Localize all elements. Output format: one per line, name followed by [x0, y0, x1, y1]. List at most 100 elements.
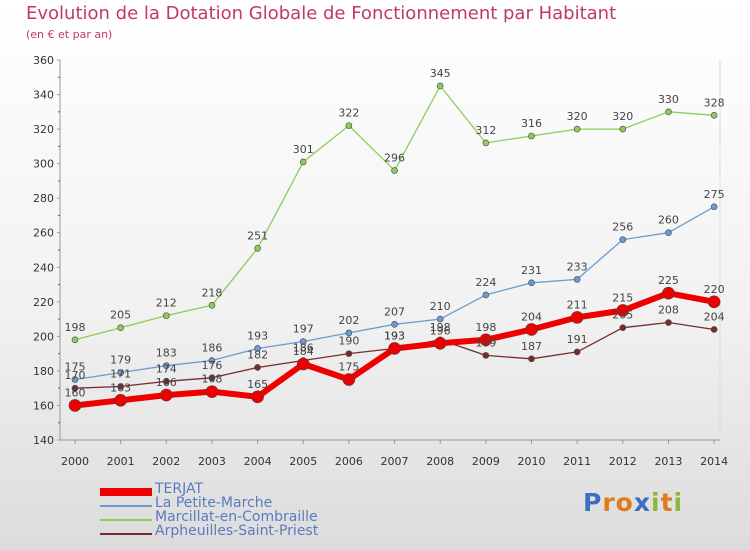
data-label: 174 [156, 362, 177, 375]
data-label: 186 [293, 342, 314, 355]
data-label: 166 [156, 376, 177, 389]
data-point [208, 374, 216, 382]
legend-swatch [100, 488, 152, 496]
data-label: 184 [293, 345, 314, 358]
data-label: 215 [612, 291, 633, 304]
data-label: 179 [110, 354, 131, 367]
data-point [707, 295, 721, 309]
y-tick-label: 320 [33, 123, 54, 136]
data-label: 190 [338, 335, 359, 348]
data-label: 322 [338, 107, 359, 120]
data-point [117, 324, 124, 332]
data-label: 176 [201, 359, 222, 372]
data-point [436, 82, 444, 90]
data-label: 193 [384, 329, 405, 342]
x-tick-label: 2009 [472, 455, 500, 468]
x-tick-label: 2005 [289, 455, 317, 468]
data-label: 330 [658, 93, 679, 106]
data-point [160, 388, 173, 402]
data-label: 204 [521, 310, 542, 323]
data-point [345, 329, 353, 337]
data-point [619, 236, 627, 243]
data-label: 320 [612, 110, 633, 123]
legend-swatch [100, 519, 152, 521]
data-point [665, 319, 672, 326]
y-tick-label: 240 [33, 261, 54, 274]
x-tick-label: 2008 [426, 455, 454, 468]
data-label: 197 [293, 323, 314, 336]
data-point [68, 399, 82, 412]
data-label: 205 [612, 309, 633, 322]
data-label: 198 [65, 321, 86, 334]
data-label: 233 [567, 260, 588, 273]
legend-label: La Petite-Marche [155, 495, 273, 511]
data-label: 204 [704, 310, 725, 323]
data-point [254, 345, 261, 352]
data-label: 211 [567, 298, 588, 311]
data-point [208, 301, 216, 309]
x-tick-label: 2014 [700, 455, 728, 468]
data-label: 168 [201, 373, 222, 386]
data-label: 198 [430, 321, 451, 334]
y-tick-label: 360 [33, 54, 54, 67]
data-point [299, 158, 307, 166]
data-point [525, 323, 538, 336]
data-point [662, 286, 675, 300]
x-tick-label: 2006 [335, 455, 363, 468]
data-label: 191 [567, 333, 588, 346]
data-label: 205 [110, 309, 131, 322]
data-label: 251 [247, 229, 268, 242]
data-point [573, 348, 581, 356]
proxiti-logo: Proxiti [583, 488, 683, 517]
data-point [482, 352, 490, 359]
x-tick-label: 2000 [61, 455, 89, 468]
data-label: 202 [338, 314, 359, 327]
legend-label: Marcillat-en-Combraille [155, 509, 318, 525]
legend-label: TERJAT [155, 481, 204, 497]
data-point [114, 393, 127, 407]
data-point [299, 338, 307, 345]
data-point [570, 311, 584, 324]
y-tick-label: 280 [33, 192, 54, 205]
data-point [573, 125, 581, 133]
data-point [163, 312, 170, 319]
logo-letter: o [615, 488, 634, 517]
data-point [345, 350, 353, 357]
data-label: 212 [156, 297, 177, 310]
data-label: 316 [521, 117, 542, 130]
data-point [71, 384, 79, 392]
x-tick-label: 2012 [609, 455, 637, 468]
y-tick-label: 340 [33, 89, 54, 102]
data-point [665, 229, 672, 237]
data-label: 224 [475, 276, 496, 289]
data-label: 207 [384, 305, 405, 318]
data-point [528, 132, 535, 140]
legend-swatch [100, 505, 152, 507]
data-point [619, 125, 627, 133]
data-label: 186 [201, 342, 222, 355]
data-point [433, 336, 447, 350]
data-label: 260 [658, 214, 679, 227]
data-label: 171 [110, 367, 131, 380]
data-label: 160 [65, 386, 86, 399]
x-tick-label: 2011 [563, 455, 591, 468]
logo-letter: t [660, 488, 674, 517]
x-tick-label: 2004 [244, 455, 272, 468]
x-tick-label: 2007 [381, 455, 409, 468]
data-point [436, 315, 444, 323]
data-label: 183 [156, 347, 177, 360]
logo-letter: r [602, 488, 616, 517]
data-point [117, 383, 124, 390]
data-point [163, 377, 170, 385]
data-label: 193 [247, 329, 268, 342]
legend-swatch [100, 533, 152, 535]
data-label: 182 [247, 348, 268, 361]
data-point [710, 111, 718, 119]
data-label: 193 [384, 329, 405, 342]
data-point [251, 390, 264, 404]
data-point [391, 167, 398, 174]
chart-subtitle: (en € et par an) [26, 28, 113, 41]
logo-letter: i [673, 488, 684, 517]
data-label: 210 [430, 300, 451, 313]
data-point [71, 336, 79, 344]
